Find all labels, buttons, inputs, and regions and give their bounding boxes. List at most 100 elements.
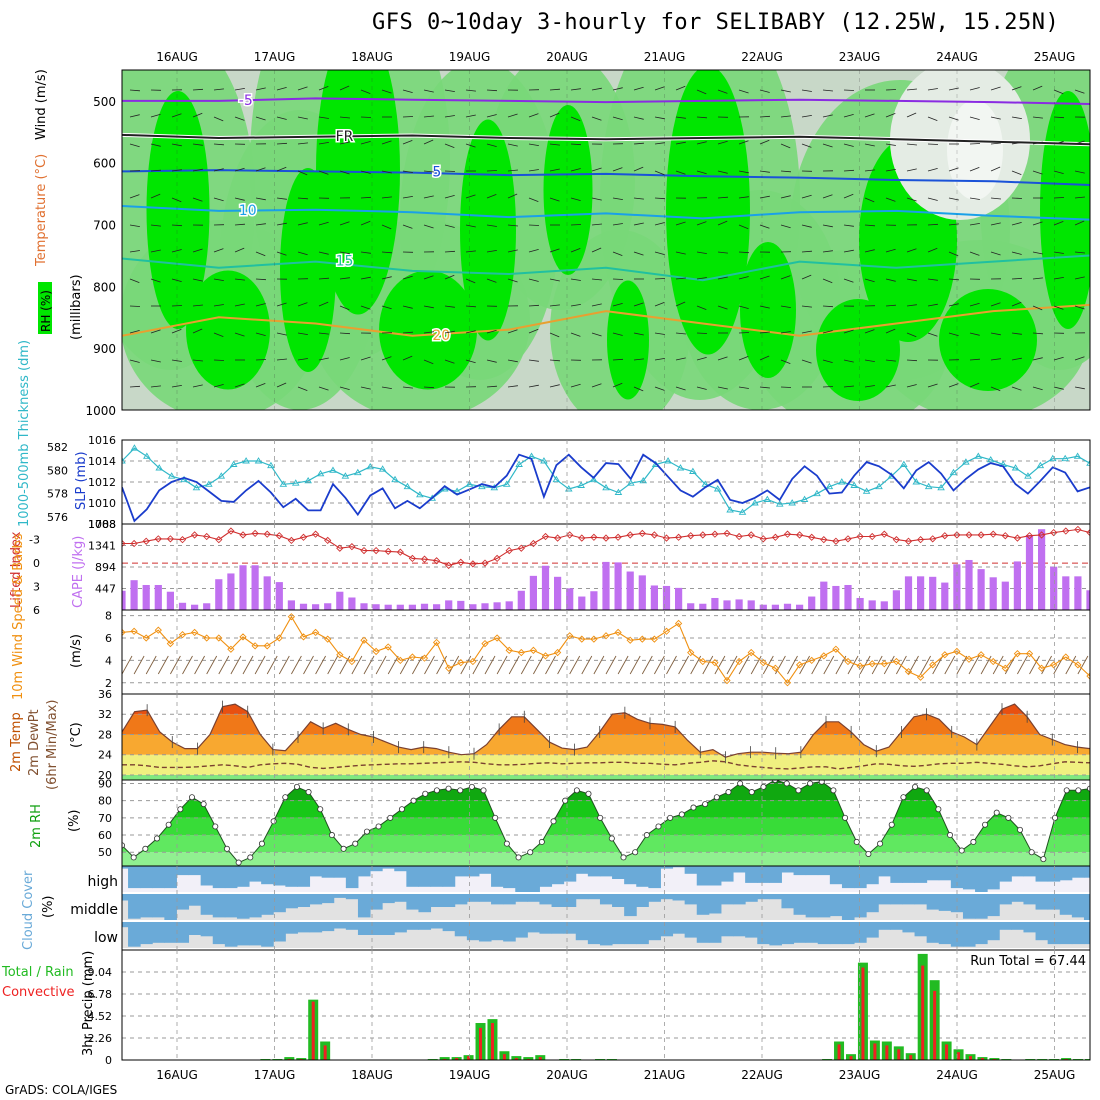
wind-barb xyxy=(528,304,540,307)
cape-bar xyxy=(529,575,537,610)
cloud-bar xyxy=(599,922,613,946)
surface-wind-barb xyxy=(1041,655,1052,675)
wind-barb xyxy=(297,251,308,256)
wind-barb xyxy=(423,331,434,334)
wind-barb xyxy=(129,359,140,363)
wind-barb xyxy=(213,332,224,337)
wind-barb xyxy=(612,223,623,226)
wind-barb xyxy=(1053,89,1064,95)
cloud-panel: high middle low Cloud Cover (%) xyxy=(21,865,1091,951)
rh-point xyxy=(958,847,965,854)
wind-barb xyxy=(150,113,161,118)
rh-point xyxy=(982,821,989,828)
wind-barb xyxy=(759,355,770,361)
wind-barb xyxy=(675,277,686,280)
wind-barb xyxy=(297,332,308,336)
wind-barb xyxy=(738,224,749,230)
surface-wind-barb xyxy=(315,655,326,675)
wind-barb xyxy=(486,143,497,148)
cloud-bar xyxy=(1047,922,1061,945)
thickness-point xyxy=(478,482,486,490)
wind-barb xyxy=(1032,251,1043,255)
wind-barb xyxy=(192,143,203,146)
wind-barb xyxy=(129,250,140,253)
wind-barb xyxy=(990,197,1001,200)
thickness-tick-label: 576 xyxy=(47,511,68,524)
wind-barb xyxy=(864,249,875,253)
wind-speed-point xyxy=(203,634,211,642)
li-point xyxy=(227,527,235,535)
wind-speed-point xyxy=(505,646,513,654)
cloud-bar xyxy=(357,922,371,935)
wind-barb xyxy=(234,383,245,388)
cloud-bar xyxy=(152,894,165,918)
wind-barb xyxy=(990,332,1001,336)
wind-barb xyxy=(738,251,750,254)
rh-point xyxy=(1028,849,1035,856)
cape-bar xyxy=(953,564,961,610)
cloud-bar xyxy=(1059,866,1073,881)
cloud-bar xyxy=(575,894,589,900)
wind-panel: 2 4 6 8 10m Wind Speed & Barbs (m/s) xyxy=(11,533,1091,700)
wind-barb xyxy=(276,382,287,388)
thickness-point xyxy=(267,461,275,469)
rh-high-area xyxy=(186,270,270,390)
precip-total-bar xyxy=(284,1057,295,1060)
wind-barb xyxy=(444,305,455,308)
wind-barb xyxy=(801,194,812,199)
wind-barb xyxy=(885,168,896,172)
surface-wind-barb xyxy=(835,655,847,675)
cloud-bar xyxy=(829,922,843,945)
rh-high-area xyxy=(146,91,210,329)
rh-tick-label: 90 xyxy=(98,777,112,790)
cape-bar xyxy=(420,603,429,610)
cloud-bar xyxy=(527,894,540,902)
wind-barb xyxy=(885,197,896,202)
thickness-point xyxy=(1061,454,1069,462)
cape-bar xyxy=(239,565,247,610)
wind-speed-point xyxy=(178,631,187,639)
cloud-bar xyxy=(321,922,335,932)
cloud-bar xyxy=(345,894,359,900)
wind-barb xyxy=(906,143,917,146)
cloud-bar xyxy=(599,866,613,877)
surface-wind-barb xyxy=(496,655,508,675)
rh-point xyxy=(935,806,942,813)
wind-barb xyxy=(360,170,371,174)
wind-barb xyxy=(633,86,644,91)
thickness-point xyxy=(341,472,350,479)
wind-barb xyxy=(318,170,329,175)
wind-speed-point xyxy=(239,633,247,641)
li-point xyxy=(699,531,707,539)
wind-barb xyxy=(507,249,518,253)
cloud-bar xyxy=(382,922,395,935)
wind-barb xyxy=(255,167,266,172)
cloud-bar xyxy=(999,894,1012,905)
li-point xyxy=(1037,531,1046,539)
rh-point xyxy=(1087,785,1090,792)
li-point xyxy=(239,531,247,539)
wind-barb xyxy=(570,303,581,307)
surface-wind-barb xyxy=(787,655,798,675)
cloud-bar xyxy=(841,866,855,889)
wind-barb xyxy=(570,383,581,388)
wind-barb xyxy=(402,195,413,199)
rh-legend-swatch xyxy=(38,282,52,334)
cloud-bar xyxy=(236,922,250,946)
cape-bar xyxy=(578,596,586,610)
wind-barb xyxy=(549,248,560,253)
cloud-bar xyxy=(454,866,468,877)
rh-point xyxy=(328,832,335,839)
wind-barb xyxy=(822,194,833,199)
li-point xyxy=(408,554,417,563)
li-point xyxy=(711,530,719,538)
wind-speed-point xyxy=(711,659,719,667)
wind-barb xyxy=(549,384,560,388)
cloud-bar xyxy=(140,894,153,918)
cloud-bar xyxy=(236,894,250,919)
chart-title: GFS 0~10day 3-hourly for SELIBABY (12.25… xyxy=(372,10,1060,35)
cape-bar xyxy=(517,590,525,610)
wind-barb xyxy=(759,305,770,309)
rh-point xyxy=(340,845,347,852)
li-point xyxy=(154,535,162,543)
